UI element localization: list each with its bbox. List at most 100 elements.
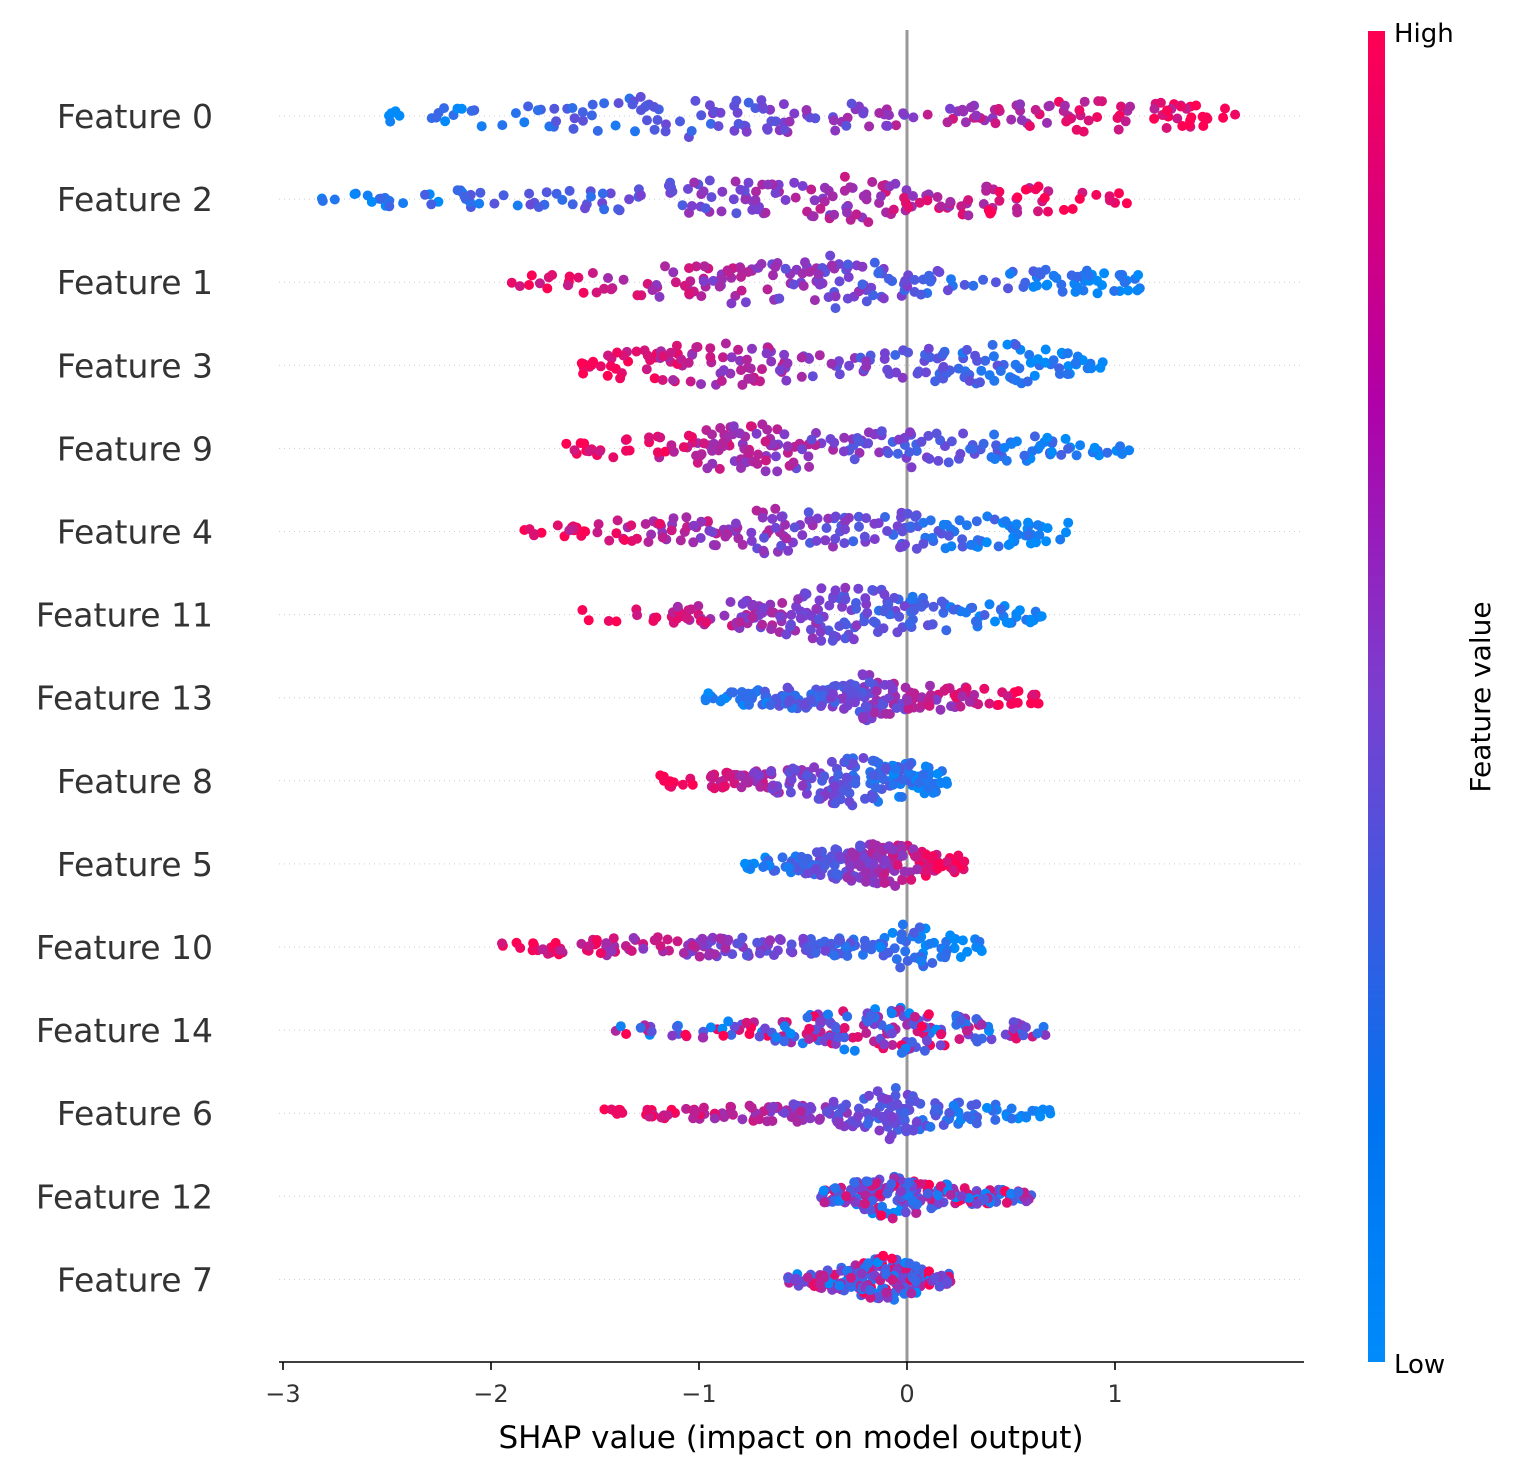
shap-point	[1025, 614, 1036, 625]
shap-point	[857, 669, 868, 680]
x-ticks: −3 −2 −1 0 1	[265, 1362, 1123, 1408]
shap-point	[858, 949, 868, 960]
shap-point	[452, 103, 463, 114]
shap-point	[867, 177, 878, 187]
shap-point	[754, 948, 765, 959]
shap-point	[857, 279, 868, 290]
shap-point	[891, 367, 902, 378]
shap-point	[384, 201, 395, 212]
shap-point	[655, 518, 666, 529]
shap-point	[924, 1266, 934, 1277]
shap-point	[993, 541, 1004, 552]
shap-point	[964, 376, 975, 386]
shap-point	[918, 769, 928, 780]
shap-point	[720, 943, 731, 953]
shap-point	[871, 851, 882, 862]
shap-point	[1020, 184, 1031, 195]
shap-point	[802, 1272, 813, 1283]
shap-point	[398, 198, 409, 209]
shap-point	[549, 103, 560, 114]
shap-point	[735, 263, 746, 274]
shap-point	[708, 275, 719, 286]
shap-point	[892, 448, 903, 459]
shap-point	[860, 867, 871, 878]
shap-point	[761, 348, 772, 359]
shap-point	[830, 585, 841, 596]
shap-point	[1070, 358, 1081, 368]
shap-point	[532, 105, 543, 116]
shap-point	[801, 788, 812, 799]
shap-point	[1012, 207, 1023, 218]
shap-point	[1119, 277, 1130, 288]
shap-point	[769, 950, 779, 961]
shap-point	[801, 105, 812, 115]
shap-point	[883, 947, 894, 958]
shap-point	[718, 365, 729, 376]
shap-point	[861, 356, 872, 367]
shap-point	[882, 364, 893, 375]
shap-point	[734, 617, 745, 627]
shap-point	[811, 535, 822, 546]
shap-point	[601, 938, 612, 949]
shap-point	[798, 280, 809, 291]
shap-point	[930, 376, 941, 387]
shap-point	[1039, 192, 1050, 203]
shap-point	[798, 859, 809, 870]
shap-point	[880, 512, 890, 522]
shap-point	[795, 1106, 806, 1117]
shap-point	[619, 535, 630, 545]
shap-point	[569, 445, 580, 456]
shap-point	[542, 283, 553, 294]
feature-label: Feature 10	[36, 928, 213, 967]
shap-point	[686, 604, 696, 615]
shap-point	[1102, 447, 1113, 458]
shap-point	[592, 527, 603, 538]
shap-point	[817, 690, 828, 701]
shap-point	[584, 446, 594, 457]
shap-point	[840, 594, 851, 605]
shap-point	[878, 606, 889, 617]
shap-point	[621, 1029, 632, 1039]
shap-point	[860, 876, 871, 887]
shap-point	[945, 930, 956, 941]
shap-point	[652, 447, 663, 458]
shap-point	[895, 1186, 906, 1197]
shap-point	[930, 1103, 941, 1114]
shap-point	[858, 108, 869, 119]
shap-point	[602, 370, 613, 381]
shap-point	[1048, 270, 1059, 281]
shap-point	[1005, 1188, 1016, 1199]
feature-label: Feature 9	[57, 429, 213, 468]
shap-point	[880, 855, 891, 866]
shap-point	[1004, 618, 1015, 629]
shap-point	[909, 274, 920, 285]
shap-point	[349, 189, 360, 200]
shap-point	[887, 844, 898, 855]
feature-label: Feature 13	[36, 679, 213, 718]
shap-point	[766, 356, 777, 367]
shap-point	[1033, 354, 1043, 365]
shap-point	[649, 124, 660, 135]
shap-point	[884, 181, 895, 192]
shap-point	[961, 520, 972, 531]
shap-point	[779, 429, 790, 440]
shap-point	[923, 343, 934, 354]
shap-point	[1023, 530, 1034, 540]
shap-point	[942, 117, 953, 128]
shap-point	[946, 274, 956, 285]
shap-point	[587, 268, 598, 278]
shap-point	[1016, 115, 1027, 126]
shap-point	[806, 434, 817, 445]
shap-point	[748, 599, 759, 610]
shap-point	[1042, 523, 1053, 534]
shap-point	[757, 619, 768, 630]
x-tick-label: 0	[899, 1380, 914, 1408]
shap-point	[1010, 340, 1021, 351]
shap-point	[903, 703, 914, 714]
shap-point	[612, 347, 623, 358]
shap-point	[568, 123, 579, 134]
shap-point	[534, 278, 545, 289]
shap-point	[789, 108, 800, 119]
shap-point	[626, 520, 637, 531]
shap-point	[698, 186, 709, 197]
